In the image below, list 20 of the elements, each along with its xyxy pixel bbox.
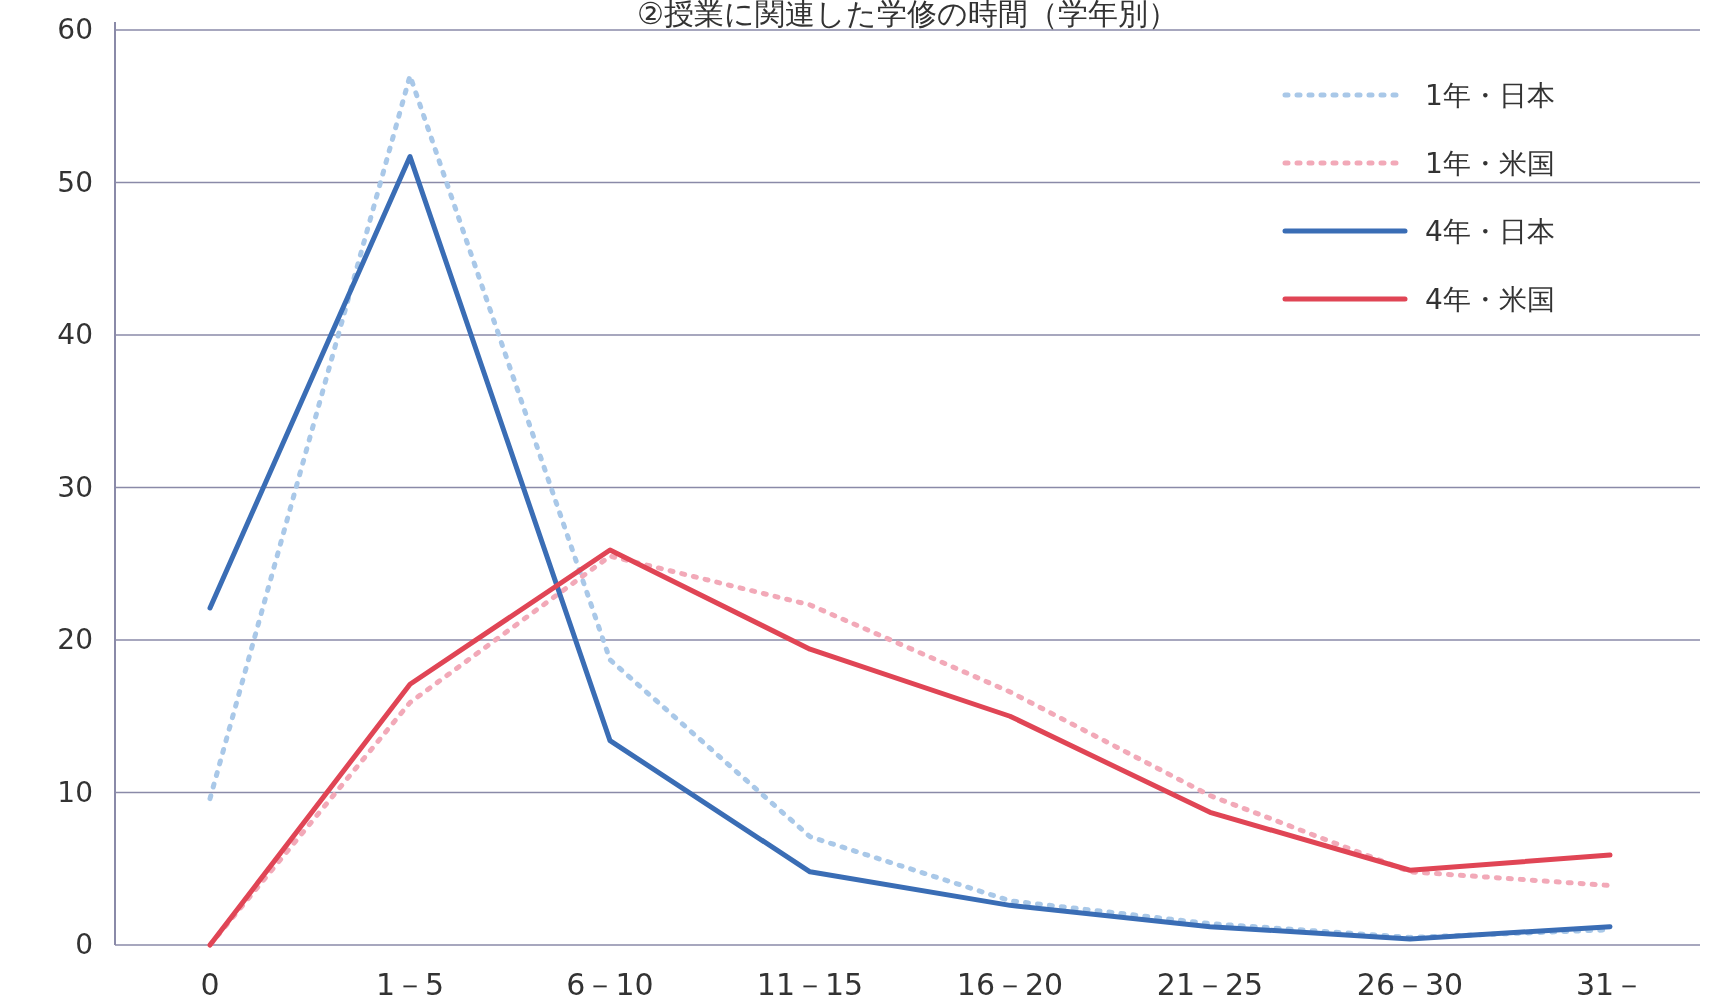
ytick: 30 [57,470,93,504]
xtick: 6－10 [566,967,654,1002]
legend-label: 1年・日本 [1425,79,1555,112]
ytick: 40 [57,318,93,351]
xtick: 31－ [1575,967,1645,1002]
legend-label: 1年・米国 [1425,147,1555,180]
xtick: 21－25 [1156,967,1264,1002]
legend-label: 4年・米国 [1425,283,1555,316]
title: ②授業に関連した学修の時間（学年別） [637,0,1178,31]
ytick: 10 [57,775,93,809]
xtick: 16－20 [956,967,1064,1002]
ytick: 60 [57,13,93,46]
legend-label: 4年・日本 [1425,215,1555,248]
ytick: 20 [57,623,93,656]
xtick: 1－5 [375,967,445,1002]
xtick: 26－30 [1356,967,1464,1002]
xtick: 0 [200,967,220,1002]
xtick: 11－15 [756,967,864,1002]
ytick: 50 [57,165,93,199]
ytick: 0 [75,928,93,961]
